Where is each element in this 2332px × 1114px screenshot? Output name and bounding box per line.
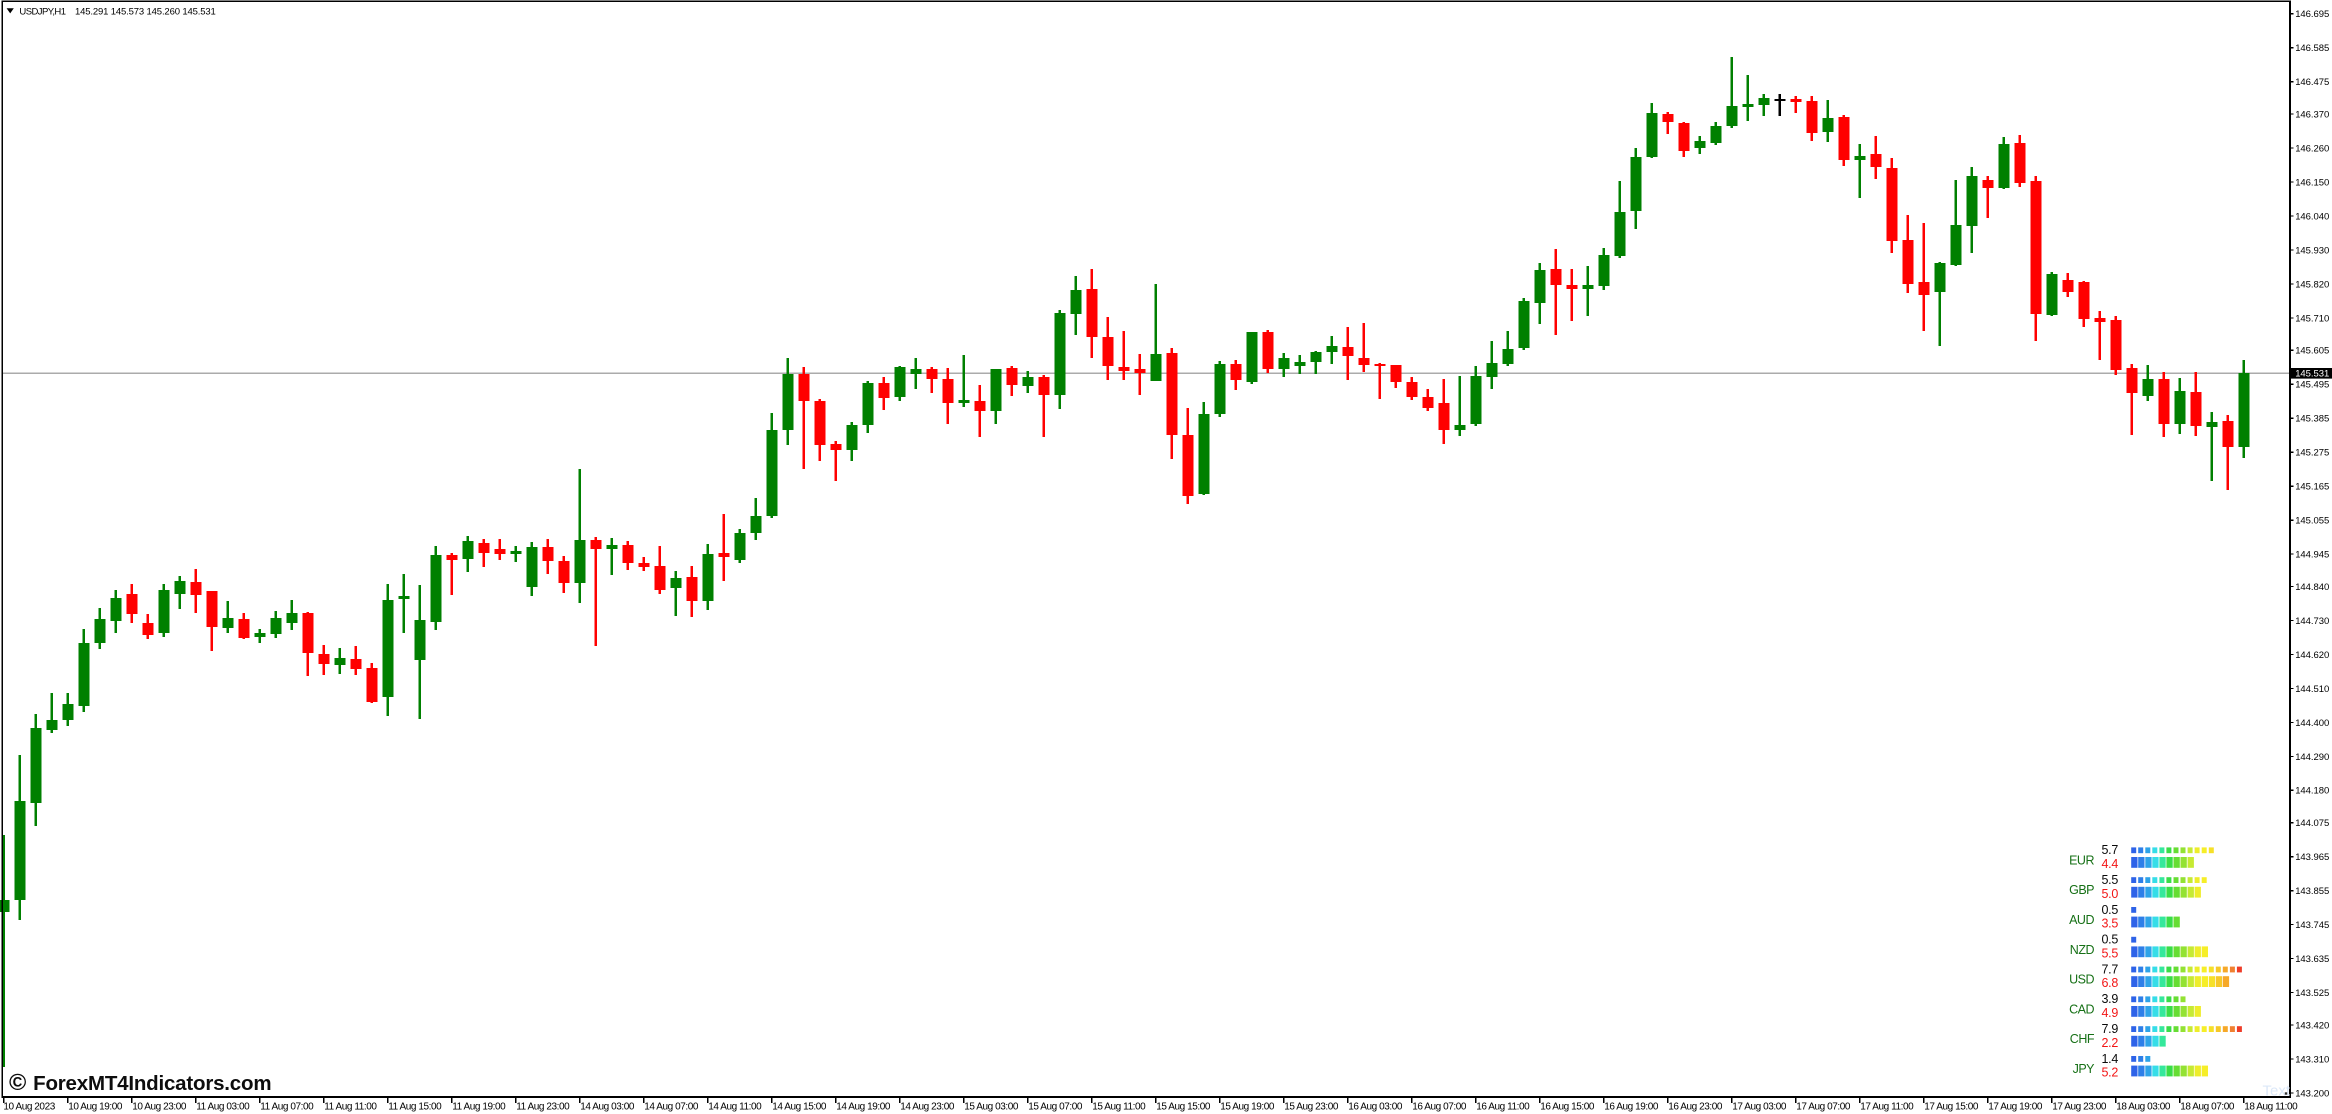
svg-text:144.620: 144.620 (2295, 650, 2329, 661)
svg-text:15 Aug 19:00: 15 Aug 19:00 (1220, 1101, 1275, 1112)
svg-text:16 Aug 03:00: 16 Aug 03:00 (1348, 1101, 1403, 1112)
svg-text:17 Aug 07:00: 17 Aug 07:00 (1796, 1101, 1851, 1112)
svg-text:144.840: 144.840 (2295, 582, 2329, 593)
svg-text:143.525: 143.525 (2295, 988, 2329, 999)
svg-text:145.165: 145.165 (2295, 482, 2329, 493)
svg-text:3.5: 3.5 (2102, 917, 2119, 931)
svg-text:Text: Text (2263, 1083, 2291, 1100)
svg-text:0.5: 0.5 (2102, 903, 2119, 917)
svg-text:146.040: 146.040 (2295, 211, 2329, 222)
svg-text:11 Aug 23:00: 11 Aug 23:00 (516, 1101, 570, 1112)
svg-text:144.730: 144.730 (2295, 616, 2329, 627)
svg-text:146.370: 146.370 (2295, 110, 2329, 121)
svg-text:1.4: 1.4 (2102, 1052, 2119, 1066)
svg-text:2.2: 2.2 (2102, 1036, 2119, 1050)
svg-text:145.275: 145.275 (2295, 448, 2329, 459)
svg-text:7.7: 7.7 (2102, 962, 2119, 976)
svg-text:0.5: 0.5 (2102, 933, 2119, 947)
svg-text:145.495: 145.495 (2295, 380, 2329, 391)
svg-text:7.9: 7.9 (2102, 1022, 2119, 1036)
svg-text:10 Aug 19:00: 10 Aug 19:00 (68, 1101, 123, 1112)
svg-text:145.710: 145.710 (2295, 313, 2329, 324)
svg-text:143.965: 143.965 (2295, 852, 2329, 863)
svg-text:14 Aug 19:00: 14 Aug 19:00 (836, 1101, 891, 1112)
svg-text:144.075: 144.075 (2295, 818, 2329, 829)
svg-text:16 Aug 07:00: 16 Aug 07:00 (1412, 1101, 1467, 1112)
svg-text:15 Aug 23:00: 15 Aug 23:00 (1284, 1101, 1339, 1112)
svg-text:6.8: 6.8 (2102, 976, 2119, 990)
svg-text:145.055: 145.055 (2295, 516, 2329, 527)
svg-text:18 Aug 11:00: 18 Aug 11:00 (2244, 1101, 2298, 1112)
svg-text:CHF: CHF (2070, 1032, 2095, 1046)
svg-text:JPY: JPY (2073, 1062, 2096, 1076)
svg-text:143.420: 143.420 (2295, 1020, 2329, 1031)
svg-text:145.820: 145.820 (2295, 279, 2329, 290)
svg-text:16 Aug 19:00: 16 Aug 19:00 (1604, 1101, 1659, 1112)
svg-text:GBP: GBP (2069, 883, 2094, 897)
svg-text:USD: USD (2069, 973, 2094, 987)
svg-text:143.200: 143.200 (2295, 1088, 2329, 1099)
svg-text:146.475: 146.475 (2295, 77, 2329, 88)
svg-text:11 Aug 11:00: 11 Aug 11:00 (324, 1101, 377, 1112)
svg-text:143.310: 143.310 (2295, 1054, 2329, 1065)
svg-text:145.531: 145.531 (2295, 369, 2329, 380)
svg-text:16 Aug 11:00: 16 Aug 11:00 (1476, 1101, 1530, 1112)
svg-text:146.695: 146.695 (2295, 9, 2329, 20)
svg-text:17 Aug 11:00: 17 Aug 11:00 (1860, 1101, 1914, 1112)
svg-text:5.2: 5.2 (2102, 1066, 2119, 1080)
svg-text:10 Aug 2023: 10 Aug 2023 (3, 1101, 55, 1112)
svg-text:14 Aug 03:00: 14 Aug 03:00 (580, 1101, 635, 1112)
svg-text:145.605: 145.605 (2295, 346, 2329, 357)
svg-text:14 Aug 23:00: 14 Aug 23:00 (900, 1101, 955, 1112)
svg-text:5.5: 5.5 (2102, 873, 2119, 887)
svg-text:11 Aug 19:00: 11 Aug 19:00 (452, 1101, 506, 1112)
svg-text:144.945: 144.945 (2295, 550, 2329, 561)
svg-text:145.930: 145.930 (2295, 245, 2329, 256)
svg-text:11 Aug 15:00: 11 Aug 15:00 (388, 1101, 442, 1112)
svg-text:146.150: 146.150 (2295, 178, 2329, 189)
svg-text:16 Aug 15:00: 16 Aug 15:00 (1540, 1101, 1595, 1112)
svg-text:143.745: 143.745 (2295, 920, 2329, 931)
svg-text:16 Aug 23:00: 16 Aug 23:00 (1668, 1101, 1723, 1112)
svg-text:5.7: 5.7 (2102, 843, 2119, 857)
svg-text:144.400: 144.400 (2295, 718, 2329, 729)
svg-text:4.9: 4.9 (2102, 1006, 2119, 1020)
svg-text:17 Aug 23:00: 17 Aug 23:00 (2052, 1101, 2107, 1112)
svg-text:146.585: 146.585 (2295, 43, 2329, 54)
svg-text:18 Aug 07:00: 18 Aug 07:00 (2180, 1101, 2235, 1112)
svg-text:AUD: AUD (2069, 913, 2094, 927)
svg-text:144.290: 144.290 (2295, 752, 2329, 763)
svg-text:15 Aug 11:00: 15 Aug 11:00 (1092, 1101, 1146, 1112)
svg-text:11 Aug 03:00: 11 Aug 03:00 (196, 1101, 250, 1112)
svg-text:18 Aug 03:00: 18 Aug 03:00 (2116, 1101, 2171, 1112)
svg-text:17 Aug 19:00: 17 Aug 19:00 (1988, 1101, 2043, 1112)
svg-text:5.0: 5.0 (2102, 887, 2119, 901)
svg-text:14 Aug 15:00: 14 Aug 15:00 (772, 1101, 827, 1112)
svg-text:145.385: 145.385 (2295, 414, 2329, 425)
svg-text:15 Aug 15:00: 15 Aug 15:00 (1156, 1101, 1211, 1112)
svg-text:4.4: 4.4 (2102, 857, 2119, 871)
svg-text:143.635: 143.635 (2295, 954, 2329, 965)
svg-text:10 Aug 23:00: 10 Aug 23:00 (132, 1101, 187, 1112)
svg-text:CAD: CAD (2069, 1002, 2094, 1016)
svg-text:NZD: NZD (2070, 943, 2095, 957)
svg-text:146.260: 146.260 (2295, 144, 2329, 155)
svg-text:17 Aug 15:00: 17 Aug 15:00 (1924, 1101, 1979, 1112)
svg-text:14 Aug 11:00: 14 Aug 11:00 (708, 1101, 762, 1112)
svg-text:17 Aug 03:00: 17 Aug 03:00 (1732, 1101, 1787, 1112)
svg-text:5.5: 5.5 (2102, 946, 2119, 960)
svg-text:144.180: 144.180 (2295, 786, 2329, 797)
svg-text:3.9: 3.9 (2102, 992, 2119, 1006)
svg-text:15 Aug 07:00: 15 Aug 07:00 (1028, 1101, 1083, 1112)
svg-text:15 Aug 03:00: 15 Aug 03:00 (964, 1101, 1019, 1112)
svg-text:© ForexMT4Indicators.com: © ForexMT4Indicators.com (9, 1069, 271, 1095)
svg-text:11 Aug 07:00: 11 Aug 07:00 (260, 1101, 314, 1112)
svg-text:14 Aug 07:00: 14 Aug 07:00 (644, 1101, 699, 1112)
svg-text:143.855: 143.855 (2295, 886, 2329, 897)
svg-text:144.510: 144.510 (2295, 684, 2329, 695)
svg-text:EUR: EUR (2069, 853, 2094, 867)
